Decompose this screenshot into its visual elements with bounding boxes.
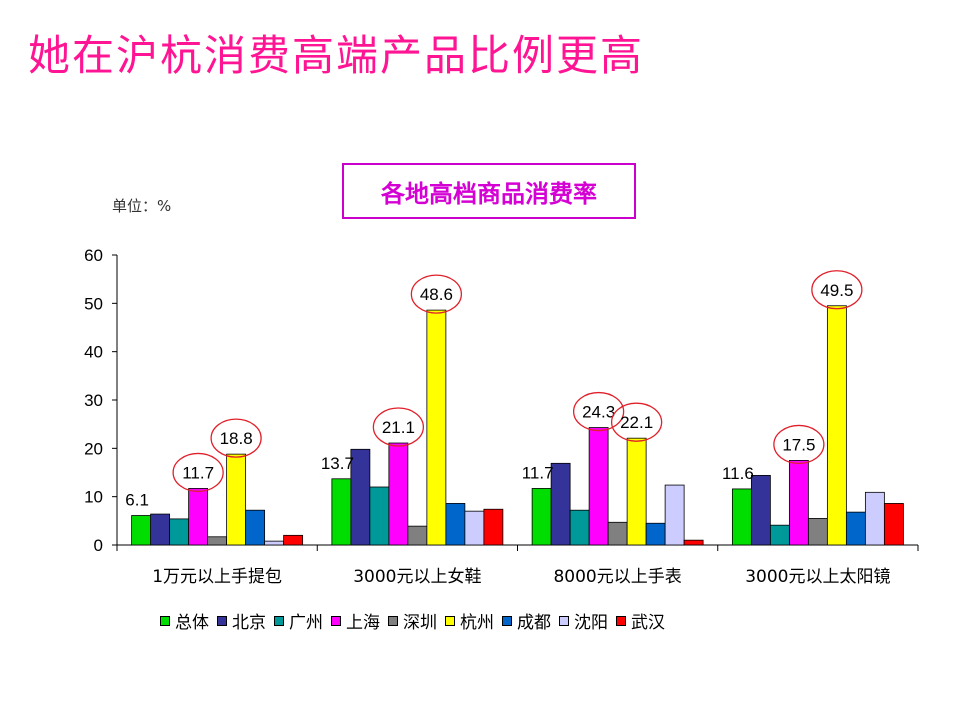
bar-成都-1 xyxy=(445,503,466,546)
bar-沈阳-3 xyxy=(864,491,885,546)
highlight-circle xyxy=(172,452,224,493)
bar-总体-0 xyxy=(131,515,152,546)
bar-北京-0 xyxy=(150,513,171,546)
bar-杭州-0 xyxy=(226,453,247,546)
legend-label: 上海 xyxy=(346,613,380,633)
y-tick-label: 60 xyxy=(84,246,103,265)
bar-深圳-2 xyxy=(607,521,628,546)
legend-label: 沈阳 xyxy=(574,613,608,633)
highlight-circle xyxy=(610,402,663,442)
highlight-circle xyxy=(372,407,425,447)
bar-北京-3 xyxy=(750,474,771,546)
bar-广州-0 xyxy=(169,518,190,546)
legend-swatch xyxy=(559,615,569,626)
data-label: 48.6 xyxy=(420,285,453,304)
legend-label: 北京 xyxy=(232,613,266,633)
highlight-circle xyxy=(572,391,625,432)
legend-item: 上海 xyxy=(331,608,380,633)
legend-swatch xyxy=(445,615,455,626)
bar-成都-3 xyxy=(845,511,866,546)
legend-swatch xyxy=(160,615,170,626)
legend-item: 沈阳 xyxy=(559,608,608,633)
legend-item: 广州 xyxy=(274,608,323,633)
data-label: 11.7 xyxy=(522,463,554,482)
data-label: 11.6 xyxy=(722,464,754,483)
x-category-label: 3000元以上太阳镜 xyxy=(745,567,890,587)
bar-总体-3 xyxy=(731,488,752,546)
bar-深圳-1 xyxy=(407,525,428,546)
legend-item: 武汉 xyxy=(616,608,665,633)
legend-item: 成都 xyxy=(502,608,551,633)
data-label: 21.1 xyxy=(382,418,415,437)
legend-item: 总体 xyxy=(160,608,209,633)
highlight-circle xyxy=(773,424,825,465)
data-label: 18.8 xyxy=(220,429,253,448)
legend-label: 深圳 xyxy=(403,613,437,633)
bar-杭州-1 xyxy=(426,309,447,546)
bar-武汉-0 xyxy=(283,534,304,546)
y-tick-label: 50 xyxy=(84,294,103,313)
bar-上海-0 xyxy=(188,488,209,546)
data-label: 11.7 xyxy=(182,463,214,482)
bar-上海-1 xyxy=(388,442,409,546)
bar-武汉-3 xyxy=(883,503,904,546)
bar-沈阳-0 xyxy=(264,540,285,546)
data-label: 17.5 xyxy=(782,435,815,454)
legend-label: 总体 xyxy=(175,613,209,633)
legend-item: 北京 xyxy=(217,608,266,633)
bar-上海-3 xyxy=(788,460,809,546)
data-label: 6.1 xyxy=(125,491,149,510)
bar-杭州-3 xyxy=(826,305,847,546)
y-tick-label: 10 xyxy=(84,488,103,507)
bar-总体-1 xyxy=(331,478,352,546)
highlight-circle xyxy=(811,270,863,310)
bar-成都-2 xyxy=(645,522,666,546)
bar-广州-1 xyxy=(369,486,390,546)
x-category-label: 3000元以上女鞋 xyxy=(353,567,481,587)
bar-深圳-3 xyxy=(807,518,828,546)
bar-成都-0 xyxy=(245,509,266,546)
legend-swatch xyxy=(616,615,626,626)
chart-legend: 总体 北京 广州 上海 深圳 杭州 成都 沈阳 武汉 xyxy=(160,608,665,633)
data-label: 24.3 xyxy=(582,403,615,422)
y-tick-label: 0 xyxy=(94,536,103,555)
bar-武汉-1 xyxy=(483,508,504,546)
legend-item: 杭州 xyxy=(445,608,494,633)
legend-label: 杭州 xyxy=(460,613,494,633)
x-category-label: 1万元以上手提包 xyxy=(152,567,282,587)
legend-item: 深圳 xyxy=(388,608,437,633)
highlight-circle xyxy=(410,274,463,314)
bar-总体-2 xyxy=(531,488,552,546)
bar-广州-2 xyxy=(569,509,590,546)
legend-label: 成都 xyxy=(517,613,551,633)
chart-title: 各地高档商品消费率 xyxy=(342,163,636,219)
bar-武汉-2 xyxy=(683,539,704,546)
data-label: 49.5 xyxy=(820,281,853,300)
bar-北京-2 xyxy=(550,462,571,546)
legend-swatch xyxy=(388,615,398,626)
y-tick-label: 40 xyxy=(84,343,103,362)
legend-swatch xyxy=(331,615,341,626)
bar-沈阳-2 xyxy=(664,484,685,546)
data-label: 13.7 xyxy=(321,454,354,473)
legend-label: 武汉 xyxy=(631,613,665,633)
bar-上海-2 xyxy=(588,427,609,546)
highlight-circle xyxy=(210,418,262,458)
bar-深圳-0 xyxy=(207,536,228,546)
bar-广州-3 xyxy=(769,524,790,546)
y-tick-label: 30 xyxy=(84,391,103,410)
bar-杭州-2 xyxy=(626,437,647,546)
data-label: 22.1 xyxy=(620,413,653,432)
unit-label: 单位：% xyxy=(112,197,172,215)
y-tick-label: 20 xyxy=(84,439,103,458)
legend-swatch xyxy=(274,615,284,626)
bar-沈阳-1 xyxy=(464,510,485,546)
slide-title: 她在沪杭消费高端产品比例更高 xyxy=(28,31,645,80)
legend-label: 广州 xyxy=(289,613,323,633)
legend-swatch xyxy=(217,615,227,626)
x-category-label: 8000元以上手表 xyxy=(553,567,681,587)
legend-swatch xyxy=(502,615,512,626)
